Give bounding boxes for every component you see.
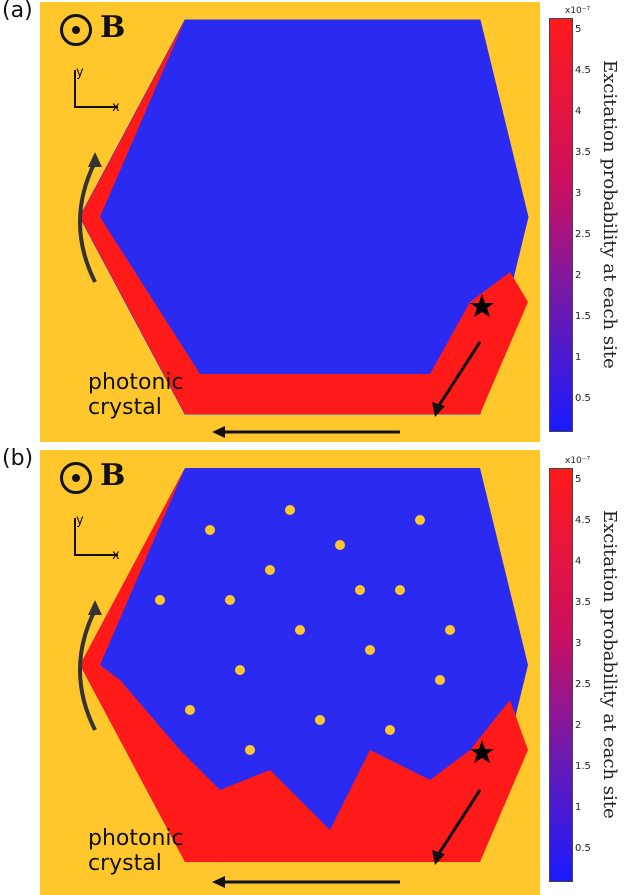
axis-x-label: x (112, 100, 120, 115)
xy-axes-icon (74, 70, 118, 108)
panel-label: (a) (2, 0, 33, 23)
axis-x-label: x (112, 548, 120, 563)
edge-mode-band (80, 20, 528, 414)
text-line-1: photonic (88, 370, 184, 395)
colorbar-title: Excitation probability at each site (599, 510, 620, 819)
text-line-1: photonic (88, 826, 184, 851)
colorbar-tick: 2 (575, 270, 582, 281)
colorbar-tick: 2 (575, 720, 582, 731)
colorbar-tick: 2.5 (575, 679, 591, 690)
colorbar (549, 468, 573, 882)
star-icon (470, 740, 494, 763)
colorbar-tick: 3.5 (575, 597, 591, 608)
b-field-out-of-page-icon (60, 462, 92, 494)
colorbar-tick: 4 (575, 556, 582, 567)
star-icon (470, 294, 494, 317)
colorbar-tick: 5 (575, 474, 582, 485)
photonic-crystal-label: photonic crystal (88, 826, 184, 877)
photonic-crystal-label: photonic crystal (88, 370, 184, 421)
axis-y-label: y (76, 65, 84, 80)
colorbar-tick: 5 (575, 24, 582, 35)
panel-a: (a) B y x photonic crystal x10⁻⁷ 5 4.5 4… (0, 0, 639, 442)
text-line-2: crystal (88, 395, 162, 421)
colorbar-tick: 1.5 (575, 311, 591, 322)
colorbar-title: Excitation probability at each site (599, 60, 620, 369)
arrow-left-edge (78, 609, 97, 731)
panel-label: (b) (2, 446, 34, 471)
colorbar-tick: 1 (575, 802, 582, 813)
b-field-label: B (100, 10, 126, 45)
colorbar-exponent: x10⁻⁷ (565, 456, 591, 466)
colorbar-tick: 4.5 (575, 515, 591, 526)
colorbar-tick: 3.5 (575, 147, 591, 158)
photonic-lattice-field (40, 2, 540, 442)
colorbar-tick: 0.5 (575, 393, 591, 404)
b-field-out-of-page-icon (60, 14, 92, 46)
edge-mode-band (80, 468, 528, 862)
photonic-lattice-field-disordered (40, 450, 540, 895)
defect-sites (155, 505, 455, 755)
panel-b: (b) B y x photonic crys (0, 446, 639, 895)
xy-axes-icon (74, 518, 118, 556)
b-field-label: B (100, 458, 126, 493)
arrow-right-edge (436, 341, 482, 408)
colorbar-tick: 1.5 (575, 761, 591, 772)
colorbar-tick: 3 (575, 188, 582, 199)
colorbar-tick: 2.5 (575, 229, 591, 240)
colorbar-tick: 3 (575, 638, 582, 649)
colorbar-exponent: x10⁻⁷ (565, 6, 591, 16)
arrow-right-edge (436, 789, 482, 856)
text-line-2: crystal (88, 851, 162, 877)
colorbar-tick: 1 (575, 352, 582, 363)
colorbar-tick: 4.5 (575, 65, 591, 76)
colorbar-tick: 0.5 (575, 843, 591, 854)
colorbar-tick: 4 (575, 106, 582, 117)
arrow-left-edge (78, 161, 97, 283)
colorbar (549, 18, 573, 432)
axis-y-label: y (76, 513, 84, 528)
